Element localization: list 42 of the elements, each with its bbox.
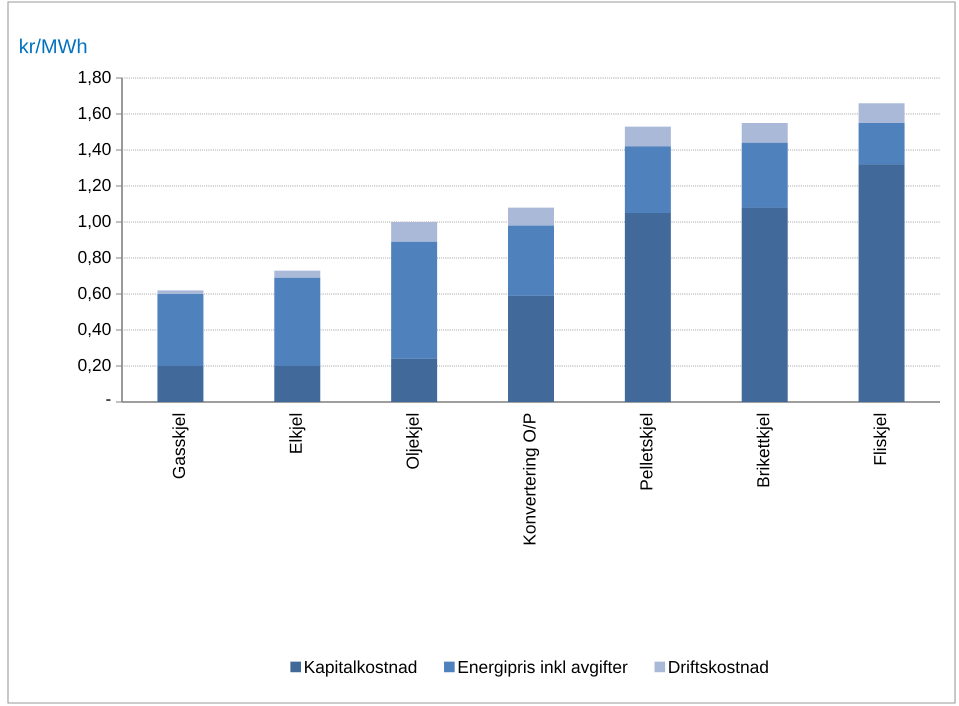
bar bbox=[391, 222, 438, 242]
y-tick-label: 1,00 bbox=[78, 214, 111, 230]
x-tick-label: Konvertering O/P bbox=[522, 414, 540, 544]
bar bbox=[624, 146, 671, 214]
y-tick-label: 1,40 bbox=[78, 142, 111, 158]
legend-label: Driftskostnad bbox=[669, 660, 768, 674]
x-tick-label: Pelletskjel bbox=[640, 414, 656, 490]
bar bbox=[274, 278, 320, 366]
y-tick-label: 0,60 bbox=[78, 286, 111, 302]
x-tick-label: Brikettkjel bbox=[756, 414, 773, 486]
y-tick-label: 1,20 bbox=[78, 178, 111, 194]
y-tick-label: 1,60 bbox=[78, 106, 111, 122]
bar bbox=[742, 142, 788, 208]
legend-label: Energipris inkl avgifter bbox=[458, 660, 628, 677]
y-tick-label: 0,40 bbox=[78, 322, 111, 338]
bar bbox=[742, 208, 788, 402]
y-tick-label: 0,20 bbox=[78, 358, 111, 374]
y-axis-title: kr/MWh bbox=[20, 38, 86, 54]
bar bbox=[157, 290, 204, 294]
x-tick-label: Oljekjel bbox=[406, 414, 422, 469]
x-tick-label: Elkjel bbox=[289, 414, 306, 453]
bar bbox=[624, 126, 671, 146]
bar bbox=[508, 226, 554, 296]
y-tick-label: 1,80 bbox=[78, 70, 111, 86]
bar bbox=[858, 103, 905, 124]
bar bbox=[274, 270, 320, 278]
bar bbox=[157, 294, 204, 366]
legend-label: Kapitalkostnad bbox=[305, 660, 416, 677]
y-tick-label: - bbox=[106, 399, 111, 401]
x-tick-label: Gasskjel bbox=[172, 414, 189, 478]
bar bbox=[391, 242, 438, 359]
bar bbox=[742, 123, 788, 143]
bar bbox=[858, 164, 905, 402]
bar bbox=[391, 358, 438, 402]
bar bbox=[157, 366, 204, 402]
bar bbox=[858, 123, 905, 164]
y-tick-label: 0,80 bbox=[78, 250, 111, 266]
x-tick-label: Fliskjel bbox=[873, 414, 890, 464]
bar bbox=[508, 208, 554, 226]
bar bbox=[274, 366, 320, 402]
bar bbox=[624, 213, 671, 402]
bar bbox=[508, 296, 554, 402]
